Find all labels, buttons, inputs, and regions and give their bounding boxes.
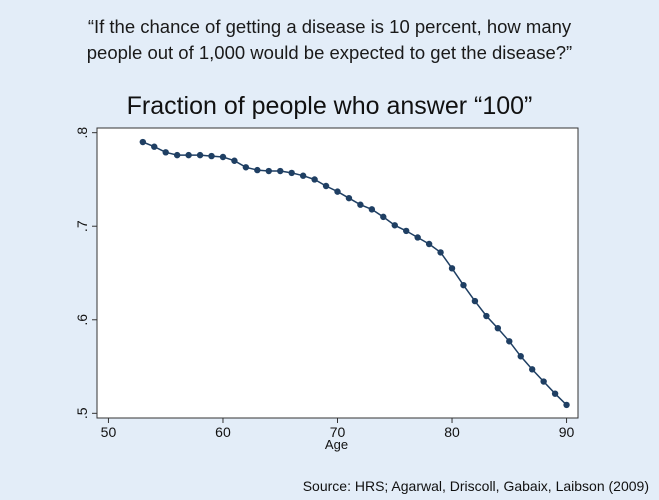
data-point: [219, 153, 227, 161]
data-point: [414, 234, 421, 241]
x-tick-label: 50: [101, 424, 117, 440]
data-point: [517, 353, 524, 360]
x-axis-label: Age: [325, 437, 348, 452]
question-text: “If the chance of getting a disease is 1…: [0, 14, 659, 66]
data-point: [334, 188, 341, 195]
data-point: [345, 194, 353, 202]
data-point: [551, 390, 559, 397]
y-tick-label: .8: [74, 127, 90, 139]
data-point: [391, 222, 398, 229]
chart-title: Fraction of people who answer “100”: [126, 92, 533, 120]
data-point: [151, 143, 158, 150]
data-point: [288, 169, 295, 177]
question-line-1: “If the chance of getting a disease is 1…: [87, 16, 572, 37]
data-point: [185, 151, 192, 159]
data-point: [448, 265, 456, 272]
data-point: [540, 378, 547, 385]
data-point: [311, 176, 318, 183]
data-point: [173, 151, 181, 159]
x-tick-label: 70: [330, 424, 346, 440]
data-point: [139, 138, 147, 146]
data-point: [483, 312, 490, 320]
data-point: [380, 213, 387, 221]
line-chart: .5 .6 .7 .8 50 60 70 80 90 Age: [74, 127, 579, 452]
y-tick-label: .5: [74, 407, 90, 419]
data-point: [368, 206, 376, 213]
y-tick-label: .7: [74, 220, 90, 232]
data-point: [425, 240, 433, 248]
data-point: [242, 164, 250, 171]
data-point: [471, 297, 479, 305]
data-point: [265, 167, 272, 175]
data-point: [208, 152, 215, 160]
y-tick-label: .6: [74, 314, 90, 326]
data-point: [506, 338, 513, 345]
data-point: [196, 151, 204, 159]
data-point: [162, 149, 169, 156]
x-tick-label: 80: [444, 424, 460, 440]
data-point: [437, 249, 444, 256]
data-point: [357, 201, 364, 208]
data-point: [494, 324, 502, 332]
source-citation: Source: HRS; Agarwal, Driscoll, Gabaix, …: [302, 478, 649, 494]
question-line-2: people out of 1,000 would be expected to…: [86, 42, 573, 63]
data-point: [299, 172, 307, 179]
data-point: [277, 167, 284, 175]
data-point: [563, 401, 570, 409]
data-point: [231, 157, 238, 164]
x-tick-label: 90: [559, 424, 575, 440]
data-point: [403, 227, 410, 235]
data-point: [460, 281, 467, 289]
plot-area: [96, 127, 579, 419]
data-point: [254, 166, 261, 174]
x-tick-label: 60: [215, 424, 231, 440]
data-point: [322, 182, 330, 190]
data-point: [528, 366, 536, 373]
